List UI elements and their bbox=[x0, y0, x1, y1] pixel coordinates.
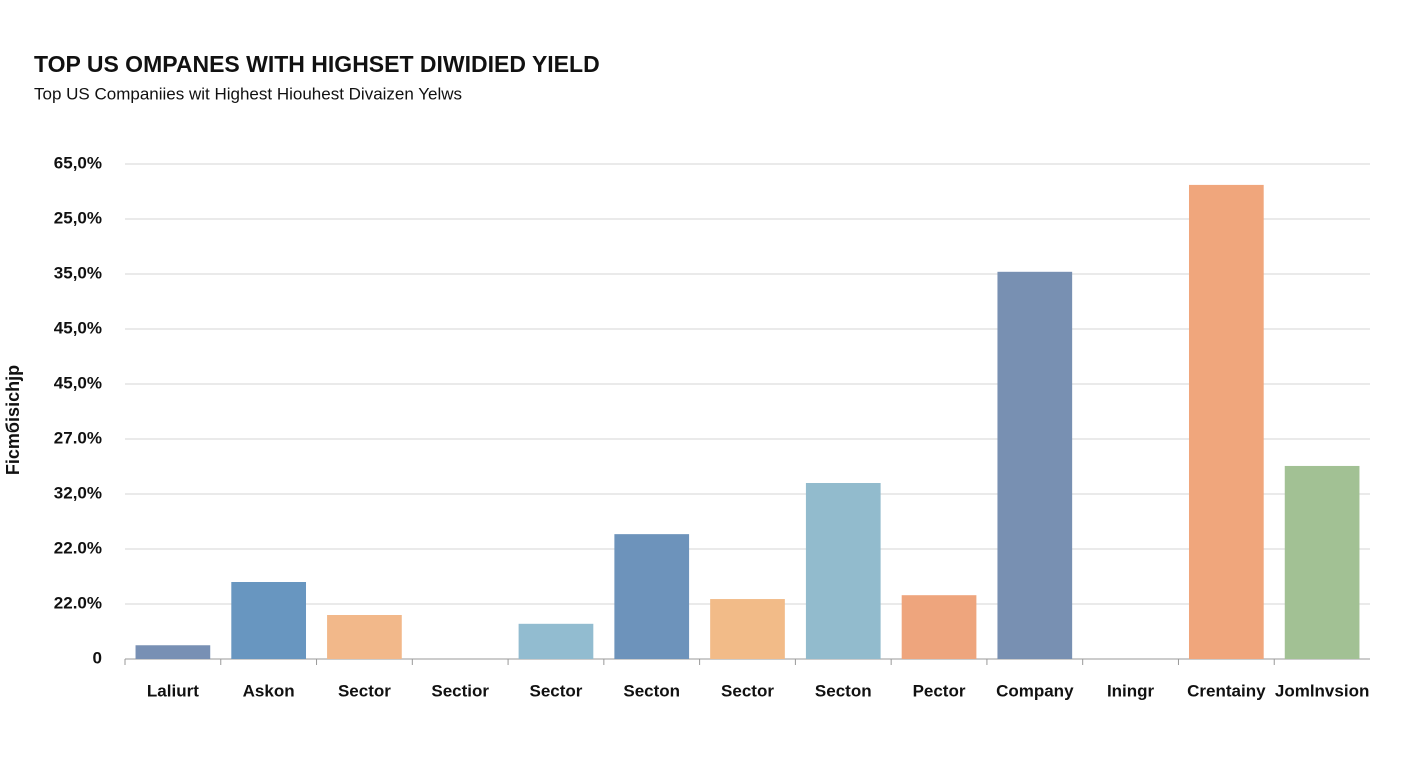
x-tick-label: Sector bbox=[338, 681, 391, 700]
x-tick-label: Iningr bbox=[1107, 681, 1155, 700]
bar bbox=[1188, 184, 1264, 659]
x-tick-label: Laliurt bbox=[147, 681, 199, 700]
y-tick-label: 25,0% bbox=[54, 208, 102, 227]
bar bbox=[1284, 465, 1360, 659]
x-tick-label: Secton bbox=[815, 681, 872, 700]
y-tick-label: 32,0% bbox=[54, 483, 102, 502]
bar bbox=[614, 534, 690, 659]
chart-subtitle: Top US Companiies wit Highest Hiouhest D… bbox=[34, 84, 462, 103]
x-tick-label: Secton bbox=[623, 681, 680, 700]
x-tick-label: Sector bbox=[530, 681, 583, 700]
bar bbox=[518, 623, 594, 659]
y-tick-label: 45,0% bbox=[54, 318, 102, 337]
bar bbox=[327, 615, 402, 659]
bar bbox=[135, 645, 211, 659]
y-tick-label: 65,0% bbox=[54, 153, 102, 172]
y-tick-label: 45,0% bbox=[54, 373, 102, 392]
x-tick-label: Askon bbox=[243, 681, 295, 700]
x-tick-label: Sectior bbox=[431, 681, 489, 700]
y-tick-label: 22.0% bbox=[54, 593, 102, 612]
x-tick-label: Sector bbox=[721, 681, 774, 700]
y-tick-label: 0 bbox=[93, 648, 102, 667]
x-tick-label: Pector bbox=[913, 681, 966, 700]
y-tick-label: 35,0% bbox=[54, 263, 102, 282]
y-tick-label: 27.0% bbox=[54, 428, 102, 447]
x-tick-label: Jomlnvsion bbox=[1275, 681, 1369, 700]
x-tick-label: Company bbox=[996, 681, 1074, 700]
bar bbox=[805, 483, 881, 659]
bar bbox=[231, 582, 307, 659]
bar bbox=[997, 271, 1073, 659]
bar bbox=[901, 595, 977, 659]
y-axis-label: Ficmбisichjp bbox=[3, 365, 23, 475]
y-tick-label: 22.0% bbox=[54, 538, 102, 557]
bar bbox=[710, 599, 785, 659]
chart-title: TOP US OMPANES WITH HIGHSET DIWIDIED YIE… bbox=[34, 51, 600, 77]
x-tick-label: Crentainy bbox=[1187, 681, 1266, 700]
